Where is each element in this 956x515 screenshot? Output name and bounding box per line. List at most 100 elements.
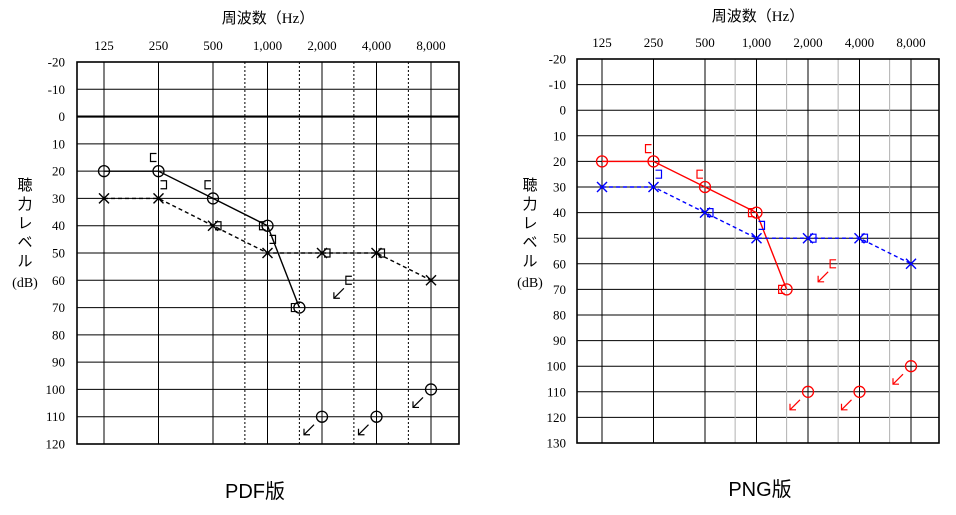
x-tick-label: 1,000 xyxy=(253,38,282,53)
y-axis-unit: (dB) xyxy=(517,276,543,291)
y-tick-label: 100 xyxy=(547,359,567,374)
y-tick-label: 110 xyxy=(547,384,566,399)
bone-left-marker xyxy=(324,248,331,258)
y-tick-label: 0 xyxy=(59,109,66,124)
y-tick-label: 110 xyxy=(46,409,65,424)
air-left-marker xyxy=(425,274,437,286)
y-tick-label: 40 xyxy=(553,205,566,220)
scale-out-arrowhead xyxy=(303,428,310,436)
bone-right-marker xyxy=(345,275,352,285)
scale-out-arrow xyxy=(892,373,904,385)
bone-left-marker xyxy=(655,169,663,179)
x-tick-label: 4,000 xyxy=(362,38,391,53)
y-axis-label-char: レ xyxy=(522,216,537,232)
scale-out-arrow xyxy=(817,271,829,283)
air-right-marker xyxy=(698,180,712,194)
y-axis-label-char: 力 xyxy=(17,196,32,213)
air-right-marker xyxy=(261,219,274,232)
y-tick-label: -20 xyxy=(48,55,65,70)
y-tick-label: -10 xyxy=(48,82,65,97)
series-bracket-right xyxy=(644,144,785,294)
series-bracket-right-arrow xyxy=(817,259,837,283)
y-tick-label: 100 xyxy=(46,382,66,397)
bone-left-marker xyxy=(758,220,766,230)
air-left-marker xyxy=(98,192,110,204)
y-tick-label: 120 xyxy=(547,410,567,425)
series-cross xyxy=(596,181,917,270)
y-tick-label: 20 xyxy=(553,154,566,169)
bone-left-marker xyxy=(707,208,714,218)
air-right-marker xyxy=(315,410,329,423)
air-left-marker xyxy=(751,232,762,244)
y-tick-label: 60 xyxy=(553,256,566,271)
air-left-marker xyxy=(802,232,814,244)
scale-out-arrowhead xyxy=(892,378,899,385)
x-tick-label: 4,000 xyxy=(845,35,874,50)
air-left-marker xyxy=(854,232,865,244)
air-left-marker xyxy=(262,247,273,259)
chart-caption: PNG版 xyxy=(728,478,791,501)
series-bracket-left xyxy=(655,169,869,243)
series-circle xyxy=(97,164,306,314)
x-tick-label: 250 xyxy=(149,38,169,53)
y-axis-label-char: ベ xyxy=(522,235,537,251)
x-tick-label: 500 xyxy=(695,35,715,50)
air-left-marker xyxy=(153,192,164,204)
air-right-marker xyxy=(97,164,111,178)
bone-right-marker xyxy=(258,221,266,231)
bone-right-marker xyxy=(149,152,157,163)
air-left-marker xyxy=(648,181,659,193)
bone-left-marker xyxy=(378,248,386,258)
y-axis-label-char: レ xyxy=(17,216,32,232)
air-right-marker xyxy=(801,385,815,398)
series-bracket-right xyxy=(149,152,298,313)
air-right-marker xyxy=(152,164,165,178)
bone-right-marker xyxy=(290,302,298,313)
air-right-marker xyxy=(595,155,609,168)
bone-left-marker xyxy=(269,234,277,244)
series-bracket-right-arrow xyxy=(333,275,352,299)
y-tick-label: 90 xyxy=(52,355,65,370)
bone-right-marker xyxy=(778,284,785,294)
series-circle xyxy=(595,155,793,296)
series-line xyxy=(602,160,788,290)
air-right-marker xyxy=(293,301,306,314)
series-circle-arrow xyxy=(789,360,918,411)
series-cross xyxy=(98,192,437,286)
air-right-marker xyxy=(853,385,866,398)
air-right-marker xyxy=(750,206,763,219)
y-tick-label: -20 xyxy=(549,52,566,67)
scale-out-arrowhead xyxy=(817,275,825,283)
scale-out-arrow xyxy=(358,424,369,436)
air-left-marker xyxy=(699,207,711,219)
air-right-marker xyxy=(647,155,660,168)
air-right-marker xyxy=(780,283,793,296)
y-tick-label: 10 xyxy=(553,128,566,143)
y-axis-label-char: ル xyxy=(522,254,537,270)
series-bracket-left xyxy=(160,180,386,258)
air-right-marker xyxy=(904,360,918,373)
chart-title: 周波数（Hz） xyxy=(712,8,805,25)
air-left-marker xyxy=(207,220,219,232)
y-axis-label-char: 聴 xyxy=(17,177,32,194)
scale-out-arrow xyxy=(789,399,801,411)
air-left-marker xyxy=(371,247,382,259)
air-left-marker xyxy=(596,181,608,193)
scale-out-arrow xyxy=(333,287,345,299)
y-axis-label-char: ベ xyxy=(17,235,32,251)
scale-out-arrow xyxy=(412,397,424,408)
air-left-marker xyxy=(316,247,328,259)
y-tick-label: 30 xyxy=(52,191,65,206)
plot-frame xyxy=(76,61,460,445)
y-tick-label: 50 xyxy=(52,246,65,261)
plot-frame xyxy=(576,58,940,444)
y-tick-label: 70 xyxy=(52,300,65,315)
air-right-marker xyxy=(370,410,383,423)
y-tick-label: 90 xyxy=(553,333,566,348)
y-axis-label-char: 聴 xyxy=(522,177,537,194)
audiogram-png: 周波数（Hz）125 250 500 1,000 2,000 4,000 8,000-20-… xyxy=(517,8,940,501)
y-tick-label: 10 xyxy=(52,136,65,151)
y-axis-unit: (dB) xyxy=(12,276,38,291)
air-left-marker xyxy=(905,258,917,270)
y-tick-label: 0 xyxy=(560,103,567,118)
